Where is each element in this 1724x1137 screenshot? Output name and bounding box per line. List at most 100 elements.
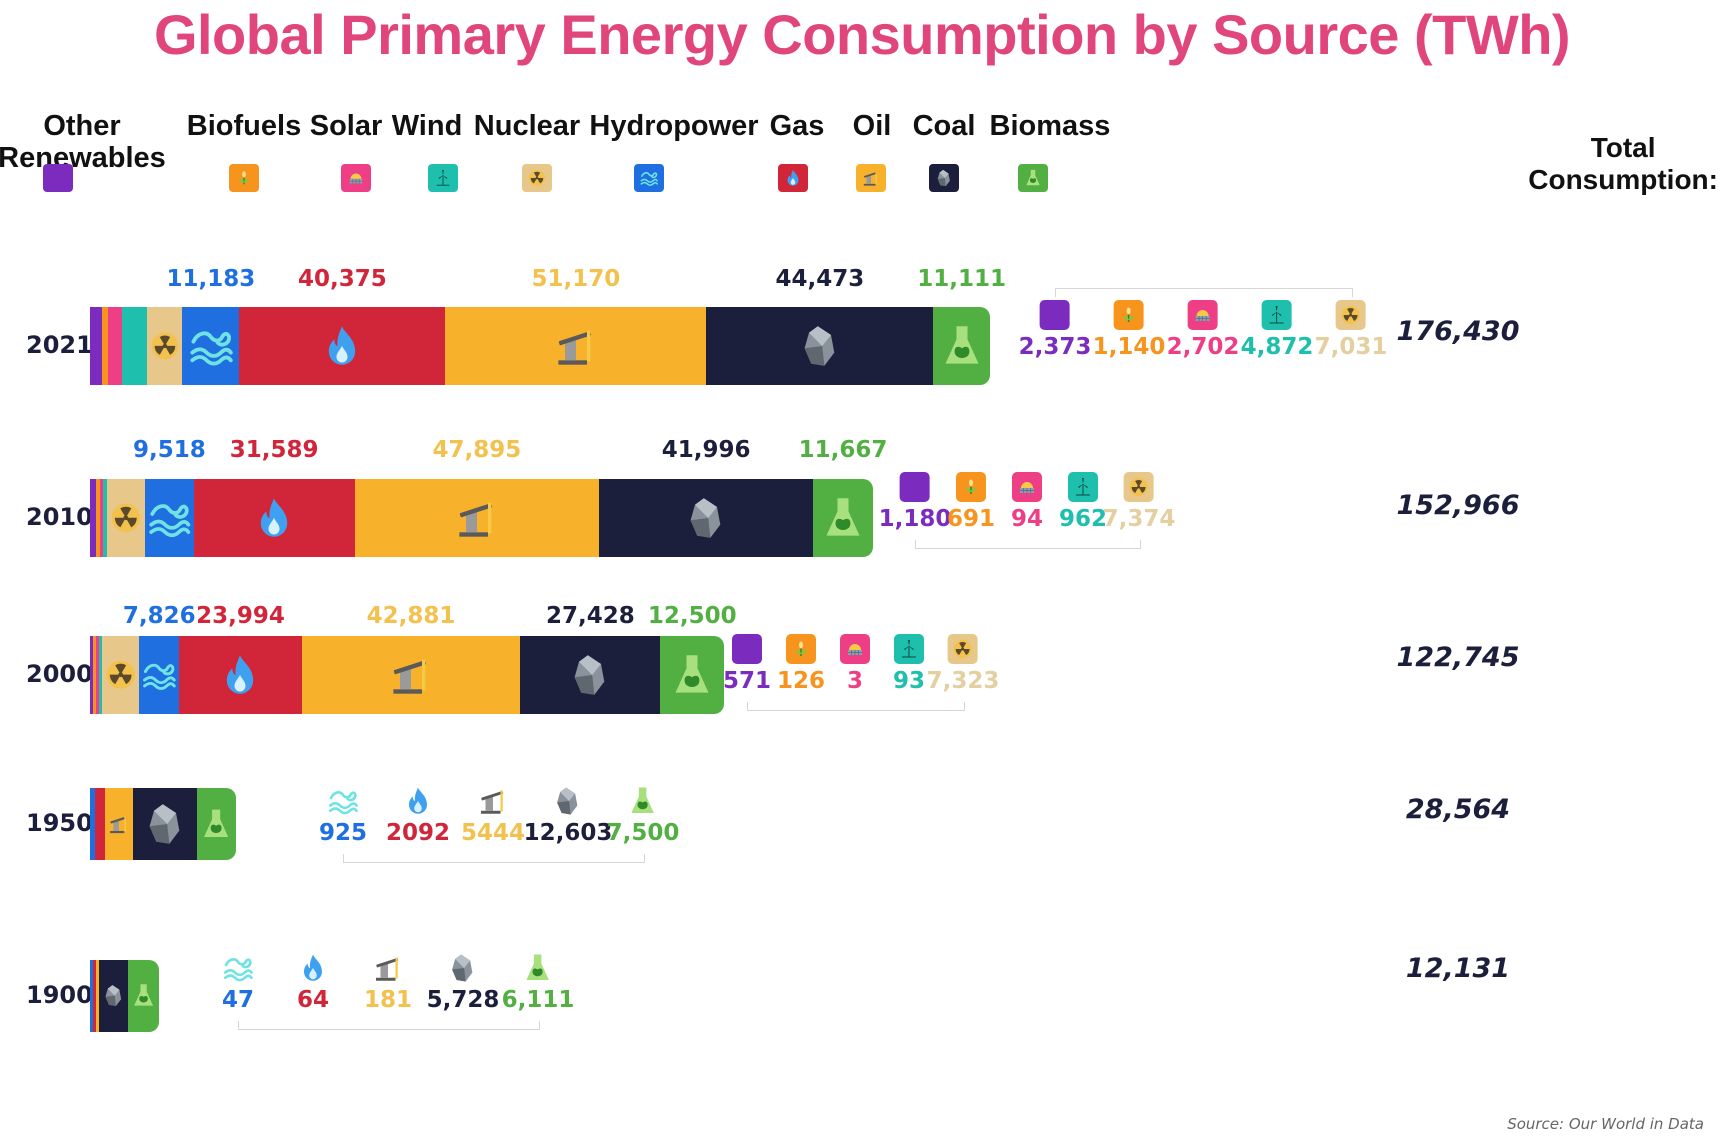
coal-rock-icon [568,653,612,697]
oil-pump-icon [478,786,508,816]
stacked-bar-1900 [90,960,160,1032]
value-label-coal: 27,428 [545,603,635,629]
side-value-number: 4,872 [1240,334,1314,360]
bar-segment-coal [133,788,198,860]
connector-bracket [1055,288,1353,297]
total-consumption-value: 152,966 [1396,490,1520,521]
wave-icon [328,786,358,816]
radiation-icon [105,659,136,690]
bar-segment-gas [93,960,96,1032]
bar-segment-nuclear [107,479,146,557]
sun-panel-icon [1187,300,1218,330]
value-label-biomass: 11,667 [798,437,888,463]
side-value-number: 571 [722,668,772,694]
coal-rock-icon [143,802,187,846]
side-value-number: 7,031 [1314,334,1388,360]
value-label-biomass: 11,111 [917,266,1007,292]
bar-segment-oil [96,960,99,1032]
oil-pump-icon [554,324,598,368]
legend-label-oil: Oil [852,110,892,142]
connector-bracket [343,854,645,863]
value-label-oil: 47,895 [432,437,522,463]
bar-segment-biofuels [96,479,100,557]
year-label: 2000 [26,660,93,688]
bar-segment-solar [99,479,103,557]
radiation-icon [110,502,142,534]
side-value-number: 2092 [385,820,451,846]
plant-icon [955,472,986,502]
bar-segment-hydropower [139,636,180,714]
source-note: Source: Our World in Data [1507,1115,1704,1133]
bar-segment-wind [102,479,108,557]
connector-bracket [747,702,965,711]
side-value-number: 7,500 [606,820,680,846]
side-value-number: 7,374 [1102,506,1176,532]
flame-icon [298,953,328,983]
value-label-gas: 40,375 [298,266,387,292]
bar-segment-gas [239,307,446,385]
value-label-gas: 23,994 [196,603,285,629]
bar-segment-oil [105,788,134,860]
side-value-nuclear: 7,031 [1314,300,1388,360]
radiation-icon [1123,472,1154,502]
flask-leaf-icon [200,808,232,840]
side-value-number: 94 [1010,506,1044,532]
side-value-solar: 2,702 [1167,300,1239,360]
stacked-bar-1950 [90,788,236,860]
wind-turbine-icon [893,634,924,664]
side-value-wind: 962 [1059,472,1107,532]
bar-segment-biofuels [102,307,108,385]
flask-leaf-icon [523,953,553,983]
side-value-number: 6,111 [501,987,575,1013]
side-value-number: 1,140 [1092,334,1166,360]
total-consumption-value: 12,131 [1405,953,1511,984]
radiation-icon [150,331,180,361]
side-value-nuclear: 7,323 [926,634,1000,694]
flame-icon [403,786,433,816]
radiation-icon [1335,300,1366,330]
bar-segment-other-renewables [90,479,97,557]
oil-pump-icon [455,496,499,540]
side-value-wind: 93 [893,634,925,694]
side-value-other-renewables: 571 [723,634,771,694]
bar-segment-hydropower [182,307,240,385]
plant-icon [229,164,259,192]
side-value-gas: 64 [297,953,329,1013]
side-value-wind: 4,872 [1240,300,1314,360]
bar-segment-wind [121,307,147,385]
bar-segment-coal [599,479,814,557]
wind-turbine-icon [1067,472,1098,502]
total-consumption-value: 122,745 [1396,642,1520,673]
square-icon [899,472,930,502]
radiation-icon [947,634,978,664]
legend-label-biomass: Biomass [989,110,1111,142]
bar-segment-hydropower [145,479,194,557]
bar-segment-other-renewables [90,636,93,714]
sun-panel-icon [341,164,371,192]
bar-segment-solar [96,636,99,714]
value-label-biomass: 12,500 [647,603,737,629]
year-label: 2021 [26,331,93,359]
side-value-hydropower: 47 [222,953,254,1013]
bar-segment-other-renewables [90,307,103,385]
value-label-coal: 41,996 [661,437,751,463]
value-label-hydropower: 11,183 [166,266,256,292]
side-value-number: 7,323 [926,668,1000,694]
side-value-nuclear: 7,374 [1102,472,1176,532]
bar-segment-biofuels [93,636,96,714]
bar-segment-coal [99,960,129,1032]
flame-icon [218,653,262,697]
coal-rock-icon [448,953,478,983]
side-value-number: 64 [296,987,330,1013]
coal-rock-icon [798,324,842,368]
year-label: 1900 [26,981,93,1009]
legend-label-other-renewables: Other Renewables [0,110,166,174]
bar-segment-biomass [128,960,160,1032]
side-value-other-renewables: 2,373 [1018,300,1092,360]
legend-label-hydropower: Hydropower [589,110,759,142]
legend-label-coal: Coal [912,110,976,142]
wave-icon [223,953,253,983]
side-value-number: 2,373 [1018,334,1092,360]
side-value-number: 93 [892,668,926,694]
wave-icon [148,497,191,540]
